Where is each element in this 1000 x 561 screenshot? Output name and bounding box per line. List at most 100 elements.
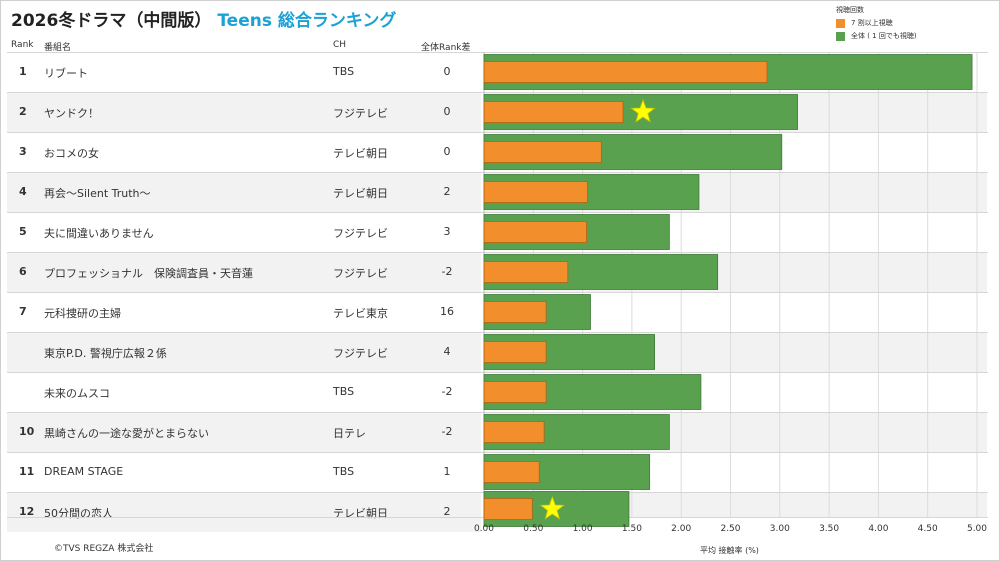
- x-tick-label: 3.50: [819, 524, 839, 534]
- row-channel: テレビ東京: [333, 307, 388, 320]
- x-tick-label: 4.00: [868, 524, 888, 534]
- x-tick-label: 0.00: [474, 524, 494, 534]
- x-tick-label: 0.50: [523, 524, 543, 534]
- row-program-name: 再会～Silent Truth～: [44, 187, 151, 200]
- row-rank: 6: [19, 265, 27, 278]
- table-row: 12 50分間の恋人 テレビ朝日 2: [7, 492, 481, 532]
- x-tick-label: 4.50: [918, 524, 938, 534]
- bar-top70: [483, 461, 540, 483]
- bar-top70: [483, 221, 587, 243]
- table-row: 4 再会～Silent Truth～ テレビ朝日 2: [7, 172, 481, 212]
- row-rank-diff: 0: [443, 105, 451, 118]
- legend: 視聴回数 7 割以上視聴 全体 ( 1 回でも視聴): [836, 4, 917, 43]
- bar-top70: [483, 61, 768, 83]
- row-channel: TBS: [333, 65, 355, 78]
- row-rank-diff: 16: [440, 305, 454, 318]
- row-channel: フジテレビ: [333, 347, 388, 360]
- bar-top70: [483, 381, 547, 403]
- row-rank: 7: [19, 305, 27, 318]
- legend-title: 視聴回数: [836, 6, 864, 14]
- row-channel: 日テレ: [333, 427, 366, 440]
- row-rank: 12: [19, 505, 35, 518]
- table-row: 10 黒崎さんの一途な愛がとまらない 日テレ -2: [7, 412, 481, 452]
- row-channel: TBS: [333, 465, 355, 478]
- row-program-name: ヤンドク！: [44, 107, 99, 120]
- x-axis-label: 平均 接触率 (%): [700, 546, 759, 555]
- bar-top70: [483, 498, 533, 520]
- row-rank-diff: -2: [441, 425, 453, 438]
- row-rank: 5: [19, 225, 27, 238]
- row-program-name: リブート: [44, 67, 88, 80]
- row-program-name: 夫に間違いありません: [44, 227, 154, 240]
- table-row: 7 元科捜研の主婦 テレビ東京 16: [7, 292, 481, 332]
- row-program-name: プロフェッショナル 保険調査員・天音蓮: [44, 267, 253, 280]
- row-rank-diff: -2: [441, 385, 453, 398]
- table-row: 11 DREAM STAGE TBS 1: [7, 452, 481, 492]
- bar-top70: [483, 301, 547, 323]
- title-main: 2026冬ドラマ（中間版）: [11, 11, 212, 31]
- x-tick-label: 1.50: [622, 524, 642, 534]
- bar-top70: [483, 421, 545, 443]
- table-row: 東京P.D. 警視庁広報２係 フジテレビ 4: [7, 332, 481, 372]
- row-channel: フジテレビ: [333, 107, 388, 120]
- row-rank-diff: 0: [443, 65, 451, 78]
- header-diff: 全体Rank差: [421, 43, 471, 53]
- table-row: 1 リブート TBS 0: [7, 52, 481, 92]
- row-program-name: 50分間の恋人: [44, 507, 113, 520]
- table-row: 未来のムスコ TBS -2: [7, 372, 481, 412]
- x-tick-label: 2.00: [671, 524, 691, 534]
- row-channel: フジテレビ: [333, 267, 388, 280]
- row-channel: TBS: [333, 385, 355, 398]
- bar-top70: [483, 341, 547, 363]
- legend-item-top70: 7 割以上視聴: [836, 17, 917, 30]
- header-ch: CH: [333, 40, 347, 50]
- x-tick-label: 5.00: [967, 524, 987, 534]
- row-rank: 3: [19, 145, 27, 158]
- chart-title: 2026冬ドラマ（中間版） Teens 総合ランキング: [11, 6, 396, 31]
- legend-label: 7 割以上視聴: [851, 19, 893, 27]
- bar-top70: [483, 181, 588, 203]
- row-channel: テレビ朝日: [333, 147, 388, 160]
- star-icon: [539, 495, 565, 520]
- legend-swatch-green: [836, 31, 845, 41]
- title-accent: Teens 総合ランキング: [217, 11, 397, 31]
- row-rank: 11: [19, 465, 35, 478]
- star-icon: [630, 98, 656, 123]
- x-tick-label: 2.50: [720, 524, 740, 534]
- x-tick-label: 1.00: [573, 524, 593, 534]
- row-rank: 1: [19, 65, 27, 78]
- legend-swatch-orange: [836, 18, 845, 28]
- copyright: ©TVS REGZA 株式会社: [54, 544, 154, 554]
- row-rank-diff: 1: [443, 465, 451, 478]
- row-rank-diff: 0: [443, 145, 451, 158]
- table-row: 2 ヤンドク！ フジテレビ 0: [7, 92, 481, 132]
- x-tick-label: 3.00: [770, 524, 790, 534]
- legend-item-overall: 全体 ( 1 回でも視聴): [836, 30, 917, 43]
- header-rank: Rank: [11, 40, 34, 50]
- row-program-name: 黒崎さんの一途な愛がとまらない: [44, 427, 209, 440]
- bar-top70: [483, 101, 624, 123]
- row-rank: 4: [19, 185, 27, 198]
- row-rank-diff: 4: [443, 345, 451, 358]
- row-channel: フジテレビ: [333, 227, 388, 240]
- row-program-name: 東京P.D. 警視庁広報２係: [44, 347, 167, 360]
- row-channel: テレビ朝日: [333, 507, 388, 520]
- row-rank-diff: 2: [443, 505, 451, 518]
- legend-label: 全体 ( 1 回でも視聴): [851, 32, 917, 40]
- row-rank: 2: [19, 105, 27, 118]
- row-rank-diff: 3: [443, 225, 451, 238]
- bar-top70: [483, 141, 602, 163]
- row-rank-diff: -2: [441, 265, 453, 278]
- row-program-name: 元科捜研の主婦: [44, 307, 121, 320]
- header-program: 番組名: [44, 43, 72, 53]
- table-row: 3 おコメの女 テレビ朝日 0: [7, 132, 481, 172]
- row-rank: 10: [19, 425, 35, 438]
- bar-top70: [483, 261, 569, 283]
- table-row: 5 夫に間違いありません フジテレビ 3: [7, 212, 481, 252]
- row-channel: テレビ朝日: [333, 187, 388, 200]
- row-program-name: 未来のムスコ: [44, 387, 110, 400]
- row-program-name: おコメの女: [44, 147, 99, 160]
- row-rank-diff: 2: [443, 185, 451, 198]
- row-program-name: DREAM STAGE: [44, 465, 124, 478]
- table-row: 6 プロフェッショナル 保険調査員・天音蓮 フジテレビ -2: [7, 252, 481, 292]
